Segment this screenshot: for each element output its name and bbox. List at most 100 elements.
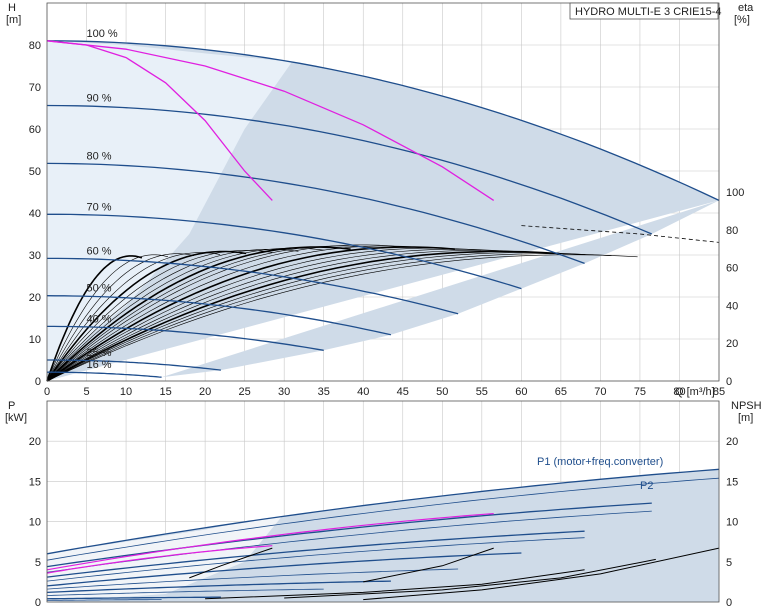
x-tick: 0 xyxy=(44,386,50,398)
efficiency-curve xyxy=(46,250,273,382)
top-frame xyxy=(46,2,720,382)
y-tick-right: 20 xyxy=(726,338,738,350)
speed-curve-50 xyxy=(46,295,392,336)
speed-label: 50 % xyxy=(87,283,112,295)
top-right-axis-sub: [%] xyxy=(734,14,750,26)
bottom-y-tick: 20 xyxy=(29,436,41,448)
bottom-y-tick-right: 5 xyxy=(726,557,732,569)
x-axis-label: Q [m³/h] xyxy=(675,386,715,398)
efficiency-curve xyxy=(46,254,169,382)
bottom-right-axis-sub: [m] xyxy=(738,412,753,424)
bottom-y-tick: 0 xyxy=(35,597,41,609)
npsh-curve xyxy=(205,569,585,600)
x-tick: 50 xyxy=(436,386,448,398)
speed-curve-25 xyxy=(47,359,221,371)
x-tick: 85 xyxy=(713,386,725,398)
magenta-power-curve xyxy=(46,513,494,571)
efficiency-curve-dashed xyxy=(521,225,720,243)
y-tick-right: 60 xyxy=(726,263,738,275)
speed-label: 25 % xyxy=(87,347,112,359)
power-npsh-plot: 0 5 10 15 20 0 5 10 15 20 xyxy=(29,400,738,609)
speed-curve-90 xyxy=(46,104,653,235)
speed-label: 90 % xyxy=(87,92,112,104)
y-tick-right: 80 xyxy=(726,225,738,237)
npsh-curve xyxy=(363,547,494,583)
efficiency-curve xyxy=(46,252,586,382)
bottom-y-tick-right: 10 xyxy=(726,517,738,529)
magenta-power-curve xyxy=(46,545,273,574)
x-tick: 70 xyxy=(594,386,606,398)
bottom-y-tick-right: 0 xyxy=(726,597,732,609)
p2-annotation: P2 xyxy=(640,480,653,492)
power-curve xyxy=(46,537,585,582)
efficiency-curve xyxy=(46,249,508,382)
efficiency-curve xyxy=(46,249,299,382)
efficiency-curve xyxy=(46,245,377,382)
efficiency-curve xyxy=(46,250,247,382)
chart-title: HYDRO MULTI-E 3 CRIE15-4 xyxy=(575,6,722,18)
speed-label: 80 % xyxy=(87,150,112,162)
x-tick: 55 xyxy=(476,386,488,398)
power-curve xyxy=(46,477,720,561)
x-tick: 75 xyxy=(634,386,646,398)
bottom-left-axis-sub: [kW] xyxy=(5,412,27,424)
x-tick: 10 xyxy=(120,386,132,398)
power-curve xyxy=(47,599,162,601)
npsh-curve xyxy=(363,547,720,601)
npsh-curve xyxy=(284,558,656,599)
bottom-frame xyxy=(46,400,720,603)
x-tick: 15 xyxy=(159,386,171,398)
efficiency-curve xyxy=(46,245,429,382)
speed-label: 100 % xyxy=(87,28,118,40)
speed-curve-80 xyxy=(46,162,585,265)
bottom-y-tick: 15 xyxy=(29,476,41,488)
power-curve xyxy=(46,588,324,596)
power-curve xyxy=(46,530,585,578)
x-tick: 5 xyxy=(83,386,89,398)
speed-label: 70 % xyxy=(87,201,112,213)
x-tick: 25 xyxy=(239,386,251,398)
speed-curve-40 xyxy=(47,325,324,351)
efficiency-curve xyxy=(46,247,482,382)
efficiency-curve xyxy=(46,254,638,382)
y-tick: 10 xyxy=(29,334,41,346)
y-tick: 80 xyxy=(29,40,41,52)
npsh-curve xyxy=(189,547,273,579)
efficiency-curve xyxy=(46,247,325,382)
speed-curve-16 xyxy=(47,371,162,378)
x-tick: 30 xyxy=(278,386,290,398)
speed-curve-100 xyxy=(46,40,720,201)
y-tick-right: 40 xyxy=(726,300,738,312)
bottom-y-tick-right: 15 xyxy=(726,476,738,488)
top-left-axis-sub: [m] xyxy=(6,14,21,26)
bottom-right-axis-unit: NPSH xyxy=(731,400,762,412)
efficiency-curve xyxy=(46,244,403,382)
x-tick: 40 xyxy=(357,386,369,398)
power-curve xyxy=(46,552,522,587)
efficiency-curves xyxy=(46,225,720,382)
efficiency-curve xyxy=(46,246,351,382)
y-tick: 0 xyxy=(35,376,41,388)
efficiency-curve xyxy=(46,250,534,382)
efficiency-curve xyxy=(46,255,143,382)
x-tick: 45 xyxy=(397,386,409,398)
x-tick: 35 xyxy=(318,386,330,398)
y-tick: 70 xyxy=(29,82,41,94)
magenta-curve xyxy=(46,40,495,201)
y-tick-right: 0 xyxy=(726,376,732,388)
light-region xyxy=(47,40,293,373)
y-tick: 50 xyxy=(29,166,41,178)
power-curve xyxy=(46,596,221,600)
x-tick: 65 xyxy=(555,386,567,398)
efficiency-curve xyxy=(46,253,612,382)
speed-curve-70 xyxy=(47,213,522,290)
y-tick: 40 xyxy=(29,208,41,220)
bottom-y-tick: 5 xyxy=(35,557,41,569)
y-tick-right: 100 xyxy=(726,187,744,199)
power-curve xyxy=(46,468,720,555)
speed-label: 40 % xyxy=(87,313,112,325)
bottom-y-tick-right: 20 xyxy=(726,436,738,448)
power-curve xyxy=(46,568,459,590)
efficiency-curve xyxy=(46,250,560,382)
x-tick: 80 xyxy=(673,386,685,398)
